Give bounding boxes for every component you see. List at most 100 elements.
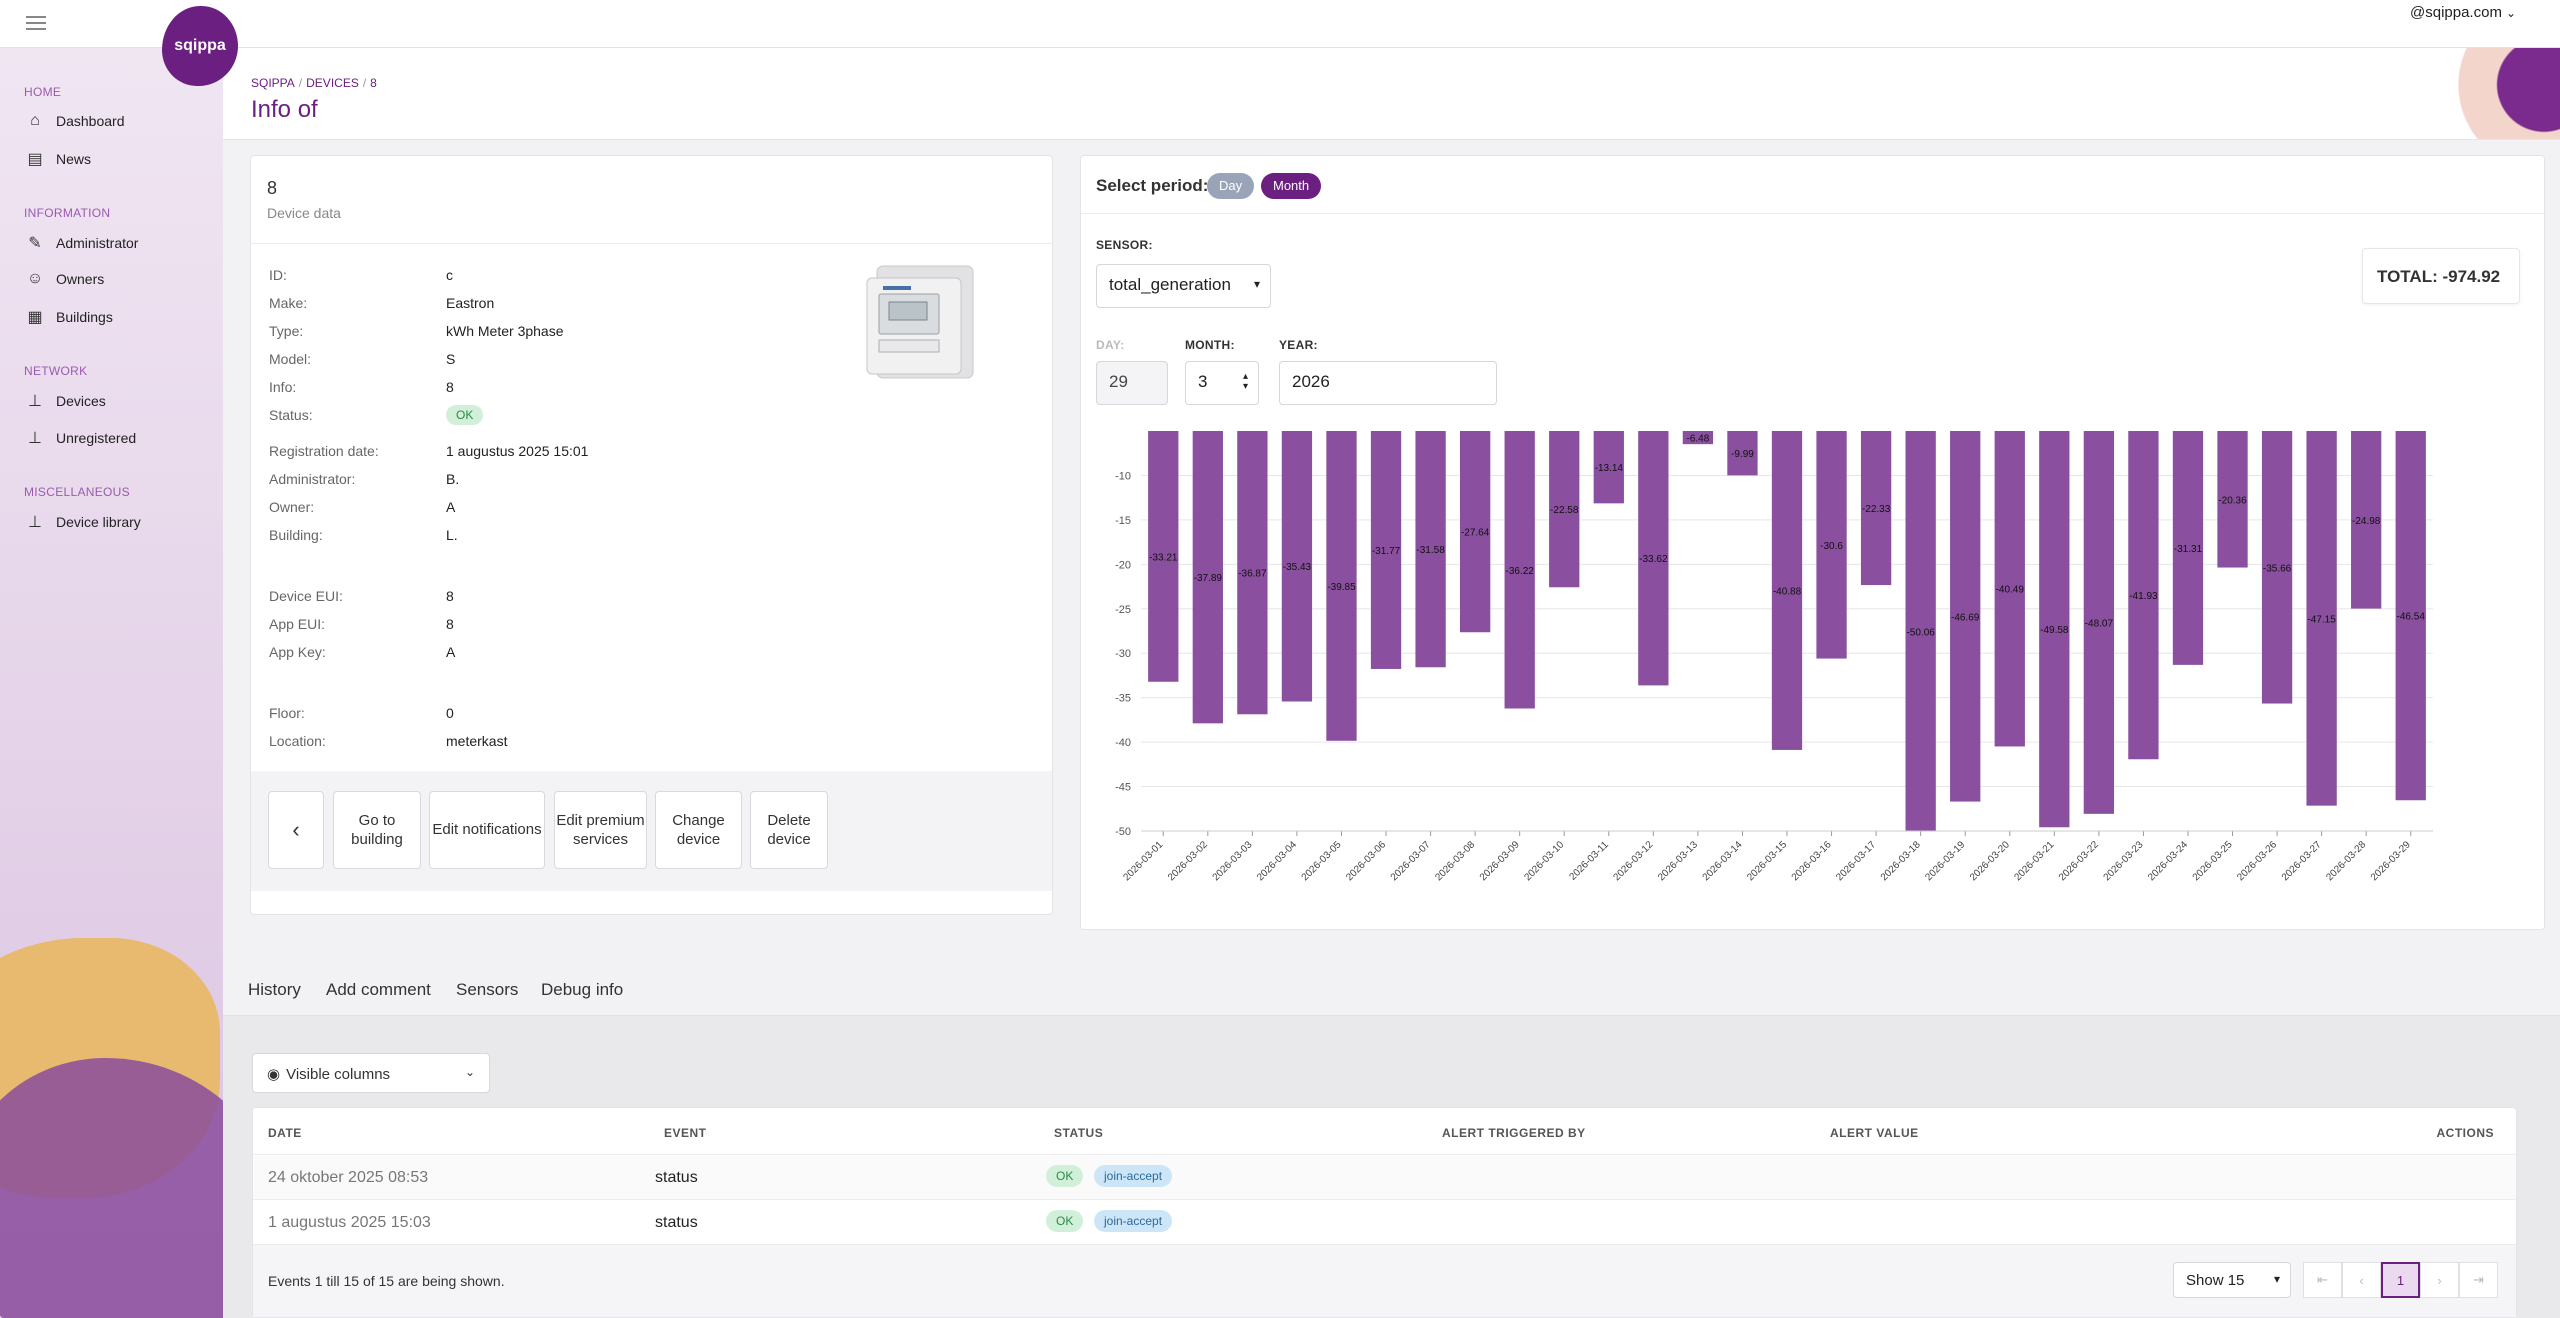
bar-data-label: -27.64 (1461, 528, 1490, 539)
chart-bar[interactable] (1504, 431, 1535, 709)
device-icon: ⊥ (28, 514, 42, 531)
page-button[interactable]: 1 (2381, 1262, 2420, 1298)
field-location: meterkast (446, 733, 508, 749)
chart-bar[interactable] (2261, 431, 2293, 704)
visible-columns-dropdown[interactable]: ◉ Visible columns ⌄ (252, 1053, 490, 1093)
prev-page-button[interactable]: ‹ (2342, 1262, 2381, 1298)
chart-bar[interactable] (1994, 431, 2025, 747)
month-input[interactable]: 3 ▴ ▾ (1185, 361, 1259, 405)
chart-bar[interactable] (1459, 431, 1491, 633)
chart-bar[interactable] (2172, 431, 2204, 665)
column-header[interactable]: STATUS (1054, 1126, 1104, 1140)
top-bar: @sqippa.com ⌄ (0, 0, 2560, 48)
chart-bar[interactable] (1326, 431, 1357, 741)
chart-bar[interactable] (2128, 431, 2159, 760)
day-input[interactable]: 29 (1096, 361, 1168, 405)
hamburger-menu-icon[interactable] (26, 16, 46, 30)
chart-bar[interactable] (2351, 431, 2382, 609)
logo[interactable]: sqippa (162, 6, 238, 86)
x-tick-label: 2026-03-01 (1121, 839, 1165, 883)
chart-bar[interactable] (2395, 431, 2426, 801)
column-header[interactable]: EVENT (664, 1126, 707, 1140)
page-size-select[interactable]: Show 15 ▾ (2173, 1262, 2291, 1298)
action-bar: ‹ Go to building Edit notifications Edit… (251, 771, 1052, 891)
delete-device-button[interactable]: Delete device (750, 791, 828, 869)
bar-data-label: -13.14 (1595, 463, 1624, 474)
chart-bar[interactable] (1727, 431, 1758, 476)
field-info: 8 (446, 379, 454, 395)
y-tick-label: -35 (1115, 693, 1131, 705)
chart-bar[interactable] (2039, 431, 2070, 828)
chart-bar[interactable] (1593, 431, 1624, 504)
first-page-button[interactable]: ⇤ (2303, 1262, 2342, 1298)
chart-bar[interactable] (1860, 431, 1892, 586)
chart-bar[interactable] (1415, 431, 1446, 668)
tab-sensors[interactable]: Sensors (456, 980, 519, 999)
sensor-select[interactable]: total_generation ▾ (1096, 264, 1271, 308)
period-day-button[interactable]: Day (1207, 173, 1255, 199)
chart-bar[interactable] (1237, 431, 1268, 715)
edit-premium-services-button[interactable]: Edit premium services (554, 791, 647, 869)
chart-bar[interactable] (1950, 431, 1981, 802)
chart-bar[interactable] (1638, 431, 1669, 686)
go-to-building-button[interactable]: Go to building (333, 791, 421, 869)
chart-bar[interactable] (1816, 431, 1847, 659)
chart-bar[interactable] (1281, 431, 1313, 702)
field-administrator: B. (446, 471, 460, 487)
breadcrumb: SQIPPA / DEVICES/8 (251, 76, 377, 90)
field-label: Floor: (269, 705, 305, 721)
tab-debug-info[interactable]: Debug info (541, 980, 624, 999)
column-header[interactable]: ALERT VALUE (1830, 1126, 1919, 1140)
chart-bar[interactable] (2083, 431, 2115, 814)
user-menu[interactable]: @sqippa.com ⌄ (2410, 4, 2516, 21)
x-tick-label: 2026-03-19 (1923, 839, 1967, 883)
chart-bar[interactable] (1905, 431, 1936, 832)
breadcrumb-item[interactable]: SQIPPA (251, 76, 295, 90)
chart-bar[interactable] (2217, 431, 2248, 568)
sidebar-item-dashboard[interactable]: ⌂ Dashboard (24, 112, 124, 130)
last-page-button[interactable]: ⇥ (2459, 1262, 2498, 1298)
edit-notifications-button[interactable]: Edit notifications (429, 791, 545, 869)
sidebar-item-buildings[interactable]: ▦ Buildings (24, 307, 112, 327)
sidebar-item-device-library[interactable]: ⊥ Device library (24, 512, 141, 532)
change-device-button[interactable]: Change device (655, 791, 742, 869)
chart-bar[interactable] (1682, 431, 1714, 445)
chart-bar[interactable] (1148, 431, 1179, 682)
chart-bar[interactable] (2306, 431, 2337, 806)
back-button[interactable]: ‹ (268, 791, 324, 869)
device-number: 8 (267, 178, 278, 198)
field-label: App EUI: (269, 616, 326, 632)
year-input[interactable]: 2026 (1279, 361, 1497, 405)
total-label: TOTAL: (2377, 267, 2438, 286)
bar-data-label: -9.99 (1731, 449, 1754, 460)
chart-bar[interactable] (1370, 431, 1402, 669)
x-tick-label: 2026-03-12 (1612, 839, 1656, 883)
field-type: kWh Meter 3phase (446, 323, 564, 339)
chart-bar[interactable] (1192, 431, 1223, 724)
stepper-icon[interactable]: ▴ ▾ (1242, 371, 1248, 392)
y-tick-label: -25 (1115, 604, 1131, 616)
field-label: ID: (269, 267, 287, 283)
sidebar-item-owners[interactable]: ☺ Owners (24, 270, 104, 288)
x-tick-label: 2026-03-18 (1879, 839, 1923, 883)
sidebar-item-news[interactable]: ▤ News (24, 149, 91, 169)
chart-bar[interactable] (1771, 431, 1803, 750)
breadcrumb-item[interactable]: DEVICES (306, 76, 359, 90)
device-card: 8 Device data ID: c Make: Eastron Type: … (250, 155, 1053, 915)
event-type: status (655, 1169, 698, 1186)
column-header[interactable]: ALERT TRIGGERED BY (1442, 1126, 1586, 1140)
tab-add-comment[interactable]: Add comment (326, 980, 431, 999)
chart-bar[interactable] (1549, 431, 1580, 588)
chevron-down-icon: ⌄ (2505, 6, 2516, 20)
sidebar-item-administrator[interactable]: ✎ Administrator (24, 233, 138, 253)
next-page-button[interactable]: › (2420, 1262, 2459, 1298)
period-month-button[interactable]: Month (1261, 173, 1322, 199)
sidebar-item-unregistered[interactable]: ⊥ Unregistered (24, 428, 136, 448)
bar-data-label: -50.06 (1906, 627, 1935, 638)
sidebar-item-devices[interactable]: ⊥ Devices (24, 391, 106, 411)
table-row[interactable]: 24 oktober 2025 08:53 status OK join-acc… (253, 1154, 2516, 1199)
bar-data-label: -30.6 (1820, 541, 1843, 552)
table-row[interactable]: 1 augustus 2025 15:03 status OK join-acc… (253, 1199, 2516, 1244)
tab-history[interactable]: History (248, 980, 301, 999)
column-header[interactable]: DATE (268, 1126, 302, 1140)
